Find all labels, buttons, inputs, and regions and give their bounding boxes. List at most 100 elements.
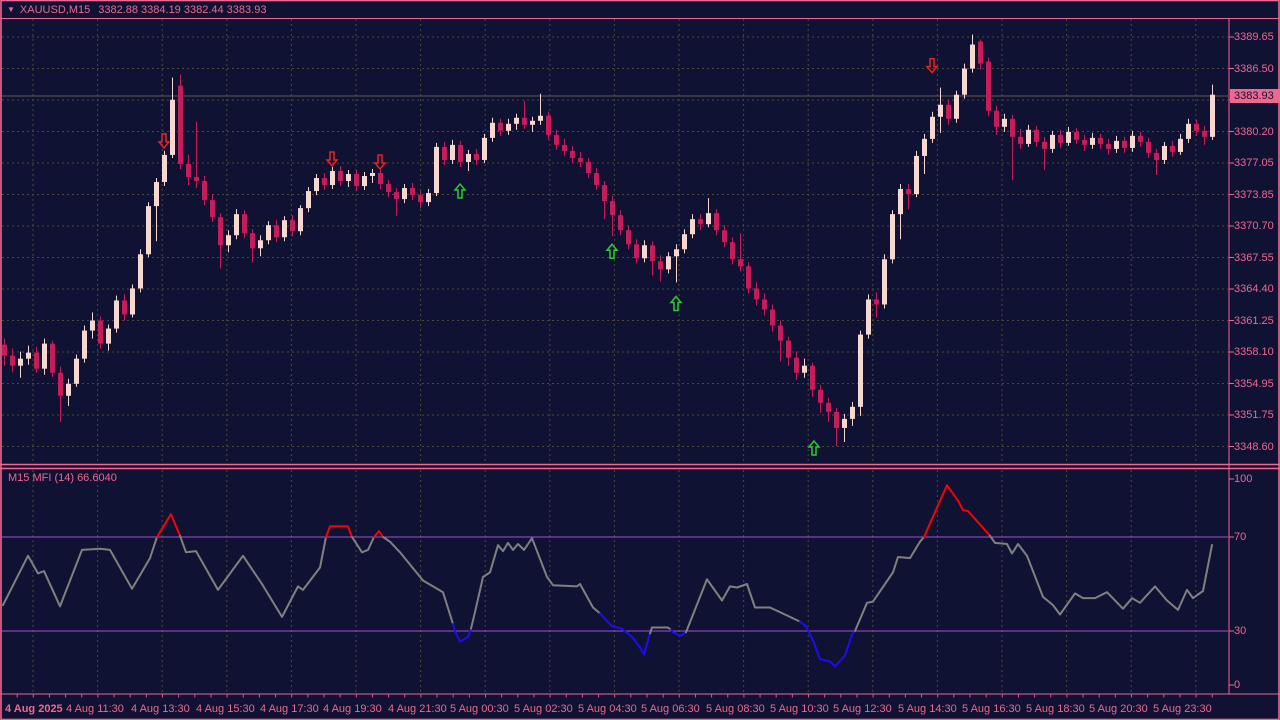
candlestick	[1106, 143, 1111, 149]
time-axis-label: 4 Aug 17:30	[260, 703, 319, 715]
indicator-axis-label: 30	[1234, 625, 1247, 637]
candlestick	[146, 206, 151, 255]
candlestick	[346, 173, 351, 182]
candlestick	[34, 352, 39, 369]
candlestick	[722, 230, 727, 243]
candlestick	[258, 240, 263, 249]
candlestick	[922, 138, 927, 156]
candlestick	[626, 230, 631, 245]
time-axis-label: 5 Aug 10:30	[770, 703, 829, 715]
candlestick	[682, 234, 687, 250]
candlestick	[730, 242, 735, 260]
candlestick	[370, 172, 375, 177]
candlestick	[538, 115, 543, 121]
candlestick	[418, 195, 423, 203]
candlestick	[162, 154, 167, 183]
candlestick	[42, 343, 47, 369]
candlestick	[1122, 140, 1127, 148]
candlestick	[674, 249, 679, 257]
candlestick	[714, 213, 719, 231]
candlestick	[1010, 118, 1015, 137]
candlestick	[698, 219, 703, 225]
candlestick	[234, 214, 239, 236]
candlestick	[1162, 145, 1167, 160]
candlestick	[770, 309, 775, 326]
candlestick	[506, 123, 511, 131]
price-axis-label: 3386.50	[1234, 62, 1274, 75]
mfi-line-red	[923, 484, 991, 538]
price-axis-label: 3354.95	[1234, 377, 1274, 390]
candlestick	[1178, 138, 1183, 152]
candlestick	[738, 259, 743, 267]
mfi-line-blue	[670, 628, 687, 637]
candlestick	[474, 153, 479, 160]
candlestick	[978, 41, 983, 64]
time-axis-label: 4 Aug 19:30	[323, 703, 382, 715]
candlestick	[1090, 137, 1095, 145]
price-axis-label: 3370.70	[1234, 220, 1274, 232]
mfi-line-gray	[649, 626, 672, 635]
candlestick	[338, 170, 343, 182]
candlestick	[1026, 129, 1031, 144]
candlestick	[618, 215, 623, 231]
candlestick	[1114, 140, 1119, 149]
candlestick	[818, 389, 823, 403]
candlestick	[106, 328, 111, 344]
mfi-line-gray	[470, 537, 601, 630]
price-axis-label: 3351.75	[1234, 409, 1274, 421]
candlestick	[866, 299, 871, 335]
mfi-line-blue	[799, 620, 856, 668]
collapse-triangle-icon[interactable]: ▼	[7, 5, 15, 14]
candlestick	[602, 185, 607, 202]
time-axis-label: 4 Aug 11:30	[66, 703, 124, 715]
candlestick	[1098, 137, 1103, 144]
current-price-tag: 3383.93	[1230, 89, 1280, 103]
time-axis-label: 5 Aug 18:30	[1026, 703, 1085, 715]
candlestick	[218, 217, 223, 246]
candlestick	[1034, 129, 1039, 142]
candlestick	[490, 122, 495, 138]
candlestick	[986, 61, 991, 111]
candlestick	[1186, 123, 1191, 139]
time-axis-label: 5 Aug 16:30	[962, 703, 1021, 715]
candlestick	[1018, 136, 1023, 144]
candlestick	[266, 225, 271, 241]
price-axis-label: 3358.10	[1234, 346, 1274, 358]
candlestick	[298, 208, 303, 232]
candlestick	[274, 225, 279, 238]
candlestick	[1138, 135, 1143, 142]
candlestick	[2, 344, 7, 356]
candlestick	[514, 117, 519, 124]
candlestick	[706, 213, 711, 225]
time-axis-label: 5 Aug 06:30	[641, 703, 700, 715]
time-axis-label: 5 Aug 23:30	[1153, 703, 1212, 715]
price-axis-label: 3373.85	[1234, 188, 1274, 201]
price-axis-label: 3380.20	[1234, 125, 1274, 138]
candlestick	[1210, 94, 1215, 137]
candlestick	[970, 44, 975, 69]
candlestick	[834, 411, 839, 428]
candlestick	[578, 157, 583, 162]
candlestick	[450, 144, 455, 160]
price-axis-label: 3377.05	[1234, 157, 1274, 169]
candlestick	[74, 358, 79, 384]
candlestick	[786, 340, 791, 358]
candlestick	[306, 191, 311, 209]
price-axis-label: 3348.60	[1234, 440, 1274, 453]
candlestick	[90, 320, 95, 331]
mfi-line-gray	[989, 534, 1213, 616]
candlestick	[762, 299, 767, 310]
price-axis-label: 3367.55	[1234, 251, 1274, 264]
candlestick	[1050, 134, 1055, 149]
candlestick	[458, 144, 463, 162]
mfi-line-blue	[452, 623, 472, 643]
candlestick	[778, 325, 783, 341]
price-axis-label: 3361.25	[1234, 314, 1274, 327]
time-axis-label: 4 Aug 2025	[5, 703, 63, 715]
candlestick	[642, 245, 647, 259]
candlestick	[994, 110, 999, 127]
sell-signal-arrow-icon	[925, 57, 939, 74]
candlestick	[362, 176, 367, 187]
